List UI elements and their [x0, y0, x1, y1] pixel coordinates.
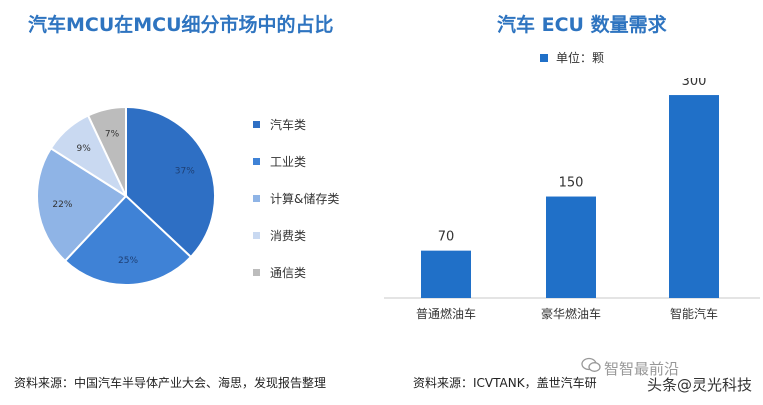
- bar-legend-swatch: [540, 53, 548, 62]
- pie-slice: [63, 194, 193, 286]
- pie-slice-label: 25%: [118, 256, 138, 266]
- wechat-icon: [581, 357, 601, 372]
- pie-legend-item: 汽车类: [253, 116, 339, 133]
- pie-slice-label: 22%: [52, 200, 72, 210]
- bar-value-label: 70: [438, 230, 455, 245]
- pie-legend-swatch: [253, 121, 260, 128]
- bar-chart: 70 普通燃油车 150 豪华燃油车 300 智能汽车: [384, 78, 760, 321]
- pie-legend-label: 汽车类: [270, 118, 307, 132]
- pie-slice: [86, 105, 127, 197]
- pie-legend-swatch: [253, 158, 260, 165]
- pie-legend-swatch: [253, 195, 260, 202]
- bar-legend: 单位：颗: [540, 49, 604, 66]
- watermark-account: 智智最前沿: [604, 360, 680, 378]
- bar: [421, 250, 471, 298]
- pie-legend-item: 通信类: [253, 264, 339, 281]
- pie-legend: 汽车类工业类计算&储存类 消费类通信类: [253, 116, 339, 301]
- bar-category-label: 普通燃油车: [416, 306, 476, 321]
- bar-value-label: 300: [682, 78, 707, 89]
- bar-legend-label: 单位：颗: [556, 51, 605, 65]
- bar-category-label: 豪华燃油车: [541, 306, 601, 321]
- pie-slice-label: 9%: [76, 144, 91, 154]
- pie-chart: 37% 25% 22% 9% 7%: [36, 105, 216, 286]
- pie-legend-swatch: [253, 269, 260, 276]
- watermark-source: 头条@灵光科技: [647, 376, 753, 394]
- pie-legend-label: 工业类: [270, 155, 307, 169]
- bar: [669, 95, 719, 298]
- bar-category-label: 智能汽车: [670, 306, 718, 321]
- pie-legend-item: 工业类: [253, 153, 339, 170]
- bar-chart-title: 汽车 ECU 数量需求: [497, 14, 667, 36]
- pie-source-note: 资料来源：中国汽车半导体产业大会、海思，发现报告整理: [14, 376, 327, 390]
- pie-slice: [36, 146, 128, 263]
- pie-legend-label: 消费类: [270, 229, 307, 243]
- bar: [546, 196, 596, 298]
- pie-legend-item: 计算&储存类: [253, 190, 339, 207]
- pie-slice-label: 37%: [175, 167, 195, 177]
- pie-legend-swatch: [253, 232, 260, 239]
- bar-source-note: 资料来源：ICVTANK，盖世汽车研: [413, 376, 597, 390]
- pie-legend-label: 通信类: [270, 266, 307, 280]
- pie-slice-label: 7%: [105, 129, 120, 139]
- pie-legend-label: 计算&储存类: [270, 192, 340, 206]
- pie-legend-item: 消费类: [253, 227, 339, 244]
- pie-slice: [125, 105, 216, 259]
- bar-value-label: 150: [559, 176, 584, 191]
- pie-chart-title: 汽车MCU在MCU细分市场中的占比: [28, 14, 334, 36]
